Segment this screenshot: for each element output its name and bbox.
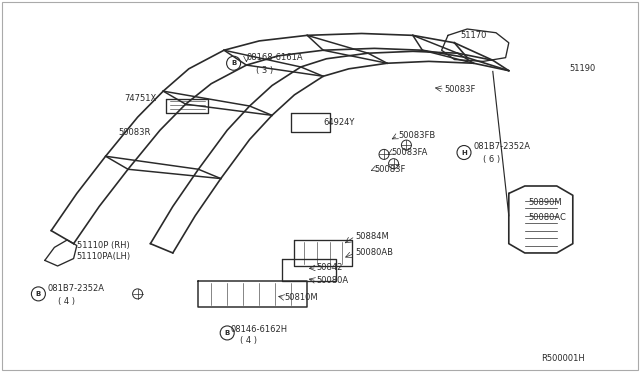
Text: 50083FB: 50083FB bbox=[398, 131, 435, 140]
Text: 50083F: 50083F bbox=[374, 165, 406, 174]
Text: 50810M: 50810M bbox=[285, 293, 319, 302]
Text: 50080A: 50080A bbox=[317, 276, 349, 285]
Text: B: B bbox=[225, 330, 230, 336]
Text: B: B bbox=[36, 291, 41, 297]
Text: ( 4 ): ( 4 ) bbox=[240, 336, 257, 345]
Text: 50083R: 50083R bbox=[118, 128, 150, 137]
Text: 51170: 51170 bbox=[461, 31, 487, 40]
Text: B: B bbox=[231, 60, 236, 66]
Text: 51110PA(LH): 51110PA(LH) bbox=[77, 252, 131, 261]
Text: 51110P (RH): 51110P (RH) bbox=[77, 241, 129, 250]
Text: 50080AB: 50080AB bbox=[355, 248, 393, 257]
Text: R500001H: R500001H bbox=[541, 355, 584, 363]
Text: 74751X: 74751X bbox=[125, 94, 157, 103]
Text: 50842: 50842 bbox=[317, 263, 343, 272]
Text: 50884M: 50884M bbox=[355, 232, 389, 241]
Text: 64924Y: 64924Y bbox=[323, 118, 355, 127]
Text: 50083F: 50083F bbox=[445, 85, 476, 94]
Text: 50890M: 50890M bbox=[528, 198, 562, 207]
Text: H: H bbox=[461, 150, 467, 155]
Text: 51190: 51190 bbox=[570, 64, 596, 73]
Text: 08168-6161A: 08168-6161A bbox=[246, 53, 303, 62]
Text: 081B7-2352A: 081B7-2352A bbox=[48, 284, 105, 293]
Text: ( 3 ): ( 3 ) bbox=[256, 66, 273, 75]
Text: ( 6 ): ( 6 ) bbox=[483, 155, 500, 164]
Text: ( 4 ): ( 4 ) bbox=[58, 297, 75, 306]
Text: 08146-6162H: 08146-6162H bbox=[230, 325, 287, 334]
Text: 50080AC: 50080AC bbox=[528, 213, 566, 222]
Text: 50083FA: 50083FA bbox=[392, 148, 428, 157]
Text: 081B7-2352A: 081B7-2352A bbox=[474, 142, 531, 151]
